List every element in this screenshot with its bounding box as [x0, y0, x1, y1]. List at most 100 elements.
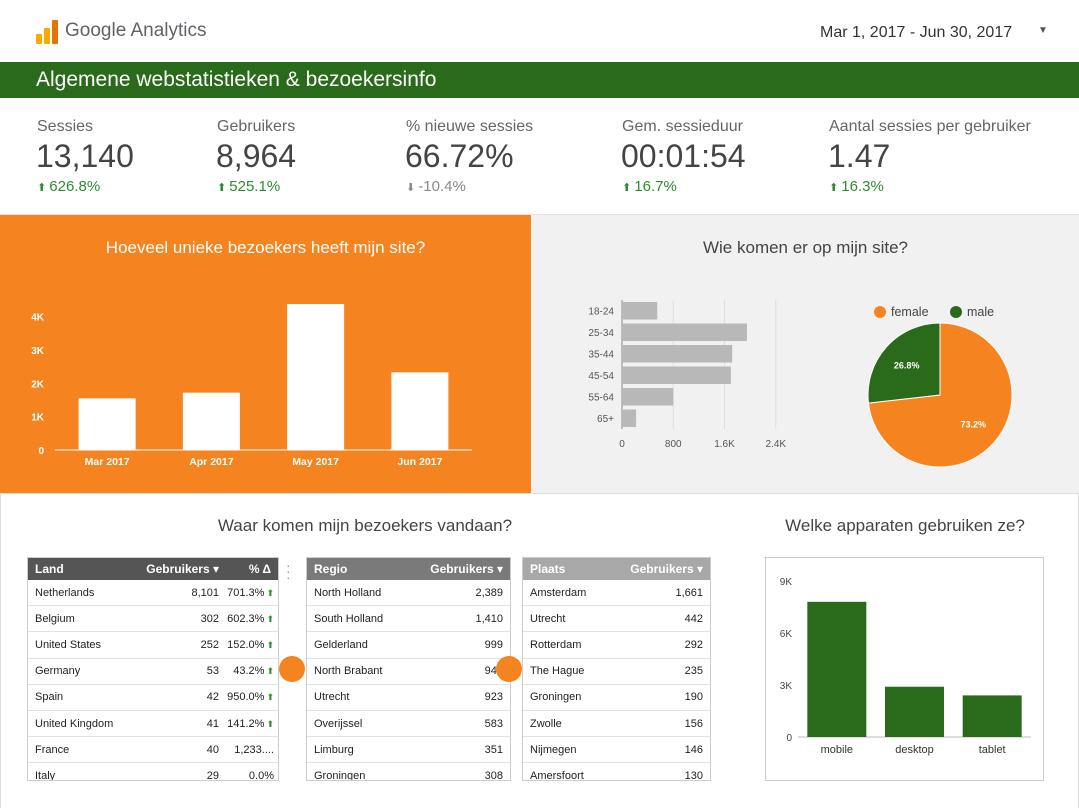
y-tick-label: 0	[786, 733, 792, 744]
table-row: Germany 53 43.2% ⬆	[28, 659, 278, 685]
divider	[0, 214, 1079, 215]
kpi-value: 00:01:54	[621, 138, 746, 174]
caret-down-icon[interactable]: ▼	[1038, 25, 1048, 36]
sort-down-icon: ▾	[209, 562, 219, 576]
y-tick-label: 3K	[780, 681, 793, 692]
y-tick-label: 2K	[31, 379, 45, 390]
bar-desktop	[885, 686, 944, 737]
table-row: Groningen 190	[523, 685, 710, 711]
column-header-1[interactable]: Gebruikers ▾	[397, 562, 510, 576]
page-title: Algemene webstatistieken & bezoekersinfo	[36, 68, 437, 91]
row-change: 0.0%	[226, 769, 278, 781]
row-change-value: 950.0%	[227, 691, 265, 704]
y-tick-label: 45-54	[588, 371, 614, 382]
row-name: Limburg	[314, 743, 354, 756]
row-value: 190	[684, 691, 703, 704]
slice-male	[867, 322, 941, 404]
row-change: 141.2% ⬆	[226, 718, 278, 730]
more-options-icon[interactable]: · · ·	[286, 557, 291, 585]
row-value: 1,410	[475, 612, 503, 625]
legend-swatch-male	[950, 306, 962, 318]
row-name: South Holland	[314, 612, 384, 625]
table-regio: Regio Gebruikers ▾ North Holland 2,389 South…	[306, 557, 511, 781]
slice-label-female: 73.2%	[961, 420, 987, 430]
bar-age-35-44	[622, 345, 733, 363]
y-tick-label: 9K	[780, 577, 793, 588]
row-change-value: 141.2%	[227, 717, 265, 730]
column-header-label: Land	[35, 562, 64, 576]
row-name: United Kingdom	[35, 717, 114, 730]
row-value: 53	[206, 665, 219, 678]
legend-label-male: male	[967, 305, 994, 319]
kpi-delta-value: 525.1%	[229, 178, 281, 195]
bar-age-18-24	[622, 302, 658, 320]
row-change-value: 1,233....	[234, 743, 274, 756]
table-header: Land Gebruikers ▾ % Δ	[28, 558, 278, 580]
bar-jun-2017	[391, 372, 449, 450]
row-change-value: 0.0%	[248, 769, 274, 781]
column-header-0: Land	[28, 562, 128, 576]
row-name: United States	[35, 638, 102, 651]
arrow-up-icon: ⬆	[266, 587, 274, 598]
row-name: Amsterdam	[530, 586, 587, 599]
arrow-up-icon: ⬆	[266, 639, 274, 650]
row-name: Amersfoort	[530, 769, 584, 781]
x-tick-label: Jun 2017	[397, 456, 442, 468]
kpi-delta: ⬆ 16.7%	[622, 178, 677, 195]
table-row: South Holland 1,410	[307, 606, 510, 633]
devices-title: Welke apparaten gebruiken ze?	[785, 516, 1025, 535]
table-row: Gelderland 999	[307, 632, 510, 659]
row-name: Groningen	[530, 691, 582, 704]
bar-age-55-64	[622, 388, 674, 406]
row-change: 1,233....	[226, 744, 278, 756]
table-row: Utrecht 442	[523, 606, 710, 633]
row-change: 43.2% ⬆	[226, 665, 278, 677]
row-name: France	[35, 743, 70, 756]
column-header-0: Plaats	[523, 562, 608, 576]
date-range-picker[interactable]: Mar 1, 2017 - Jun 30, 2017	[820, 24, 1013, 41]
row-value: 1,661	[675, 586, 703, 599]
table-header: Regio Gebruikers ▾	[307, 558, 510, 580]
row-value: 351	[484, 743, 503, 756]
column-header-1[interactable]: Gebruikers ▾	[608, 562, 710, 576]
connector-dot	[496, 656, 522, 682]
bar-tablet	[962, 695, 1022, 737]
column-header-label: Gebruikers	[430, 562, 494, 576]
row-value: 2,389	[475, 586, 503, 599]
table-row: Rotterdam 292	[523, 632, 710, 659]
column-header-label: % Δ	[248, 562, 271, 576]
x-tick-label: 2.4K	[765, 439, 786, 450]
analytics-logo-icon	[36, 20, 58, 44]
row-name: North Brabant	[314, 665, 383, 678]
column-header-1[interactable]: Gebruikers ▾	[128, 562, 226, 576]
x-tick-label: 800	[665, 439, 682, 450]
gender-chart: female male 73.2% 26.8%	[867, 305, 1013, 468]
kpi-label: Sessies	[37, 118, 94, 135]
unique-visitors-title: Hoeveel unieke bezoekers heeft mijn site…	[105, 238, 426, 257]
banner	[0, 62, 1079, 98]
bar-mobile	[807, 601, 867, 737]
row-value: 156	[684, 717, 703, 730]
row-name: Germany	[35, 665, 81, 678]
table-land: Land Gebruikers ▾ % Δ Netherlands 8,101 701.3…	[27, 557, 279, 781]
x-tick-label: mobile	[821, 744, 853, 756]
bar-age-45-54	[622, 366, 731, 384]
y-tick-label: 25-34	[588, 328, 614, 339]
column-header-2[interactable]: % Δ	[226, 562, 278, 576]
row-name: Spain	[35, 691, 64, 704]
row-value: 41	[206, 717, 219, 730]
table-row: The Hague 235	[523, 659, 710, 685]
y-tick-label: 6K	[780, 629, 793, 640]
row-name: Overijssel	[314, 717, 363, 730]
row-name: Groningen	[314, 769, 366, 781]
x-tick-label: Apr 2017	[189, 456, 234, 468]
arrow-up-icon: ⬆	[266, 692, 274, 703]
row-name: Rotterdam	[530, 638, 582, 651]
row-name: Utrecht	[530, 612, 566, 625]
table-row: Utrecht 923	[307, 685, 510, 711]
bar-age-65+	[622, 409, 637, 427]
table-row: United States 252 152.0% ⬆	[28, 632, 278, 659]
table-row: Limburg 351	[307, 737, 510, 764]
age-chart: 0 800 1.6K 2.4K 18-24 25-34 35-44 45-54 55-64 65+	[588, 300, 786, 450]
x-tick-label: Mar 2017	[85, 456, 130, 468]
